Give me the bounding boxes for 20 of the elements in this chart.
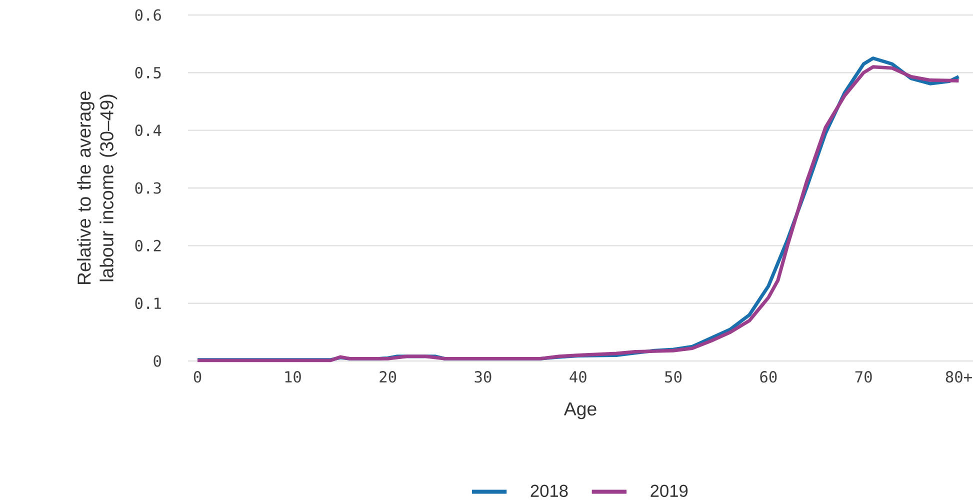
y-tick-label: 0 <box>154 355 161 367</box>
x-tick-label: 70 <box>855 371 872 383</box>
x-tick-label: 60 <box>760 371 777 383</box>
x-tick-label: 10 <box>285 371 301 383</box>
x-tick-label: 20 <box>380 371 396 383</box>
y-tick-label: 0.4 <box>135 124 162 136</box>
y-tick-label: 0.6 <box>135 9 161 21</box>
x-tick-label: 0 <box>194 371 202 383</box>
y-tick-label: 0.2 <box>135 240 161 252</box>
x-tick-label: 50 <box>665 371 682 383</box>
x-tick-label: 30 <box>474 371 492 383</box>
legend-label: 2019 <box>650 484 688 498</box>
x-tick-label: 40 <box>570 371 586 383</box>
x-tick-label: 80+ <box>946 371 972 383</box>
y-tick-label: 0.3 <box>135 182 161 194</box>
y-tick-label: 0.5 <box>135 66 161 78</box>
legend-label: 2018 <box>530 484 568 498</box>
x-axis-title: Age <box>564 402 596 420</box>
y-axis-title: Relative to the average labour income (30–49) <box>77 91 118 284</box>
y-tick-label: 0.1 <box>135 298 161 310</box>
